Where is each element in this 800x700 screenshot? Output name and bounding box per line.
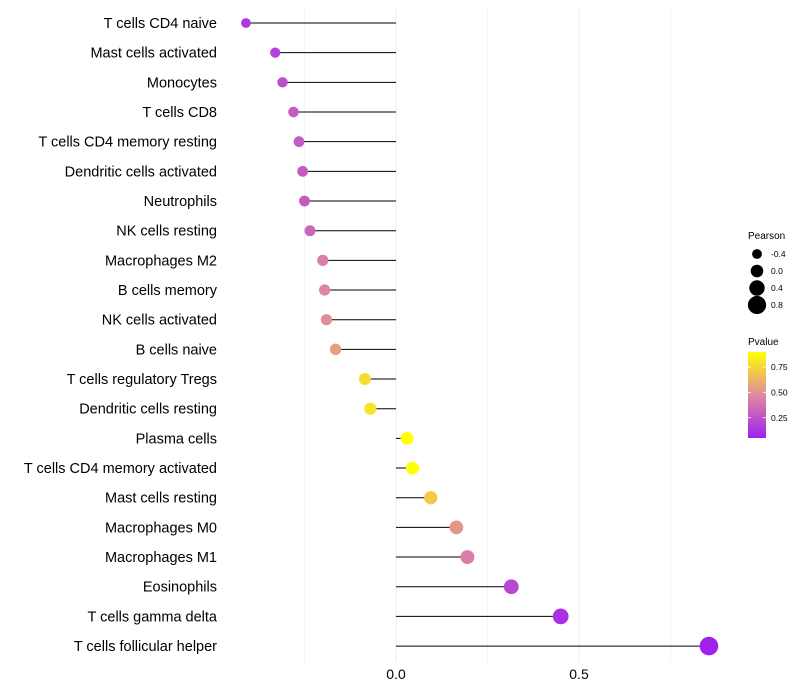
color-legend-title: Pvalue [748,337,779,348]
x-axis-ticks: 0.0 0.5 [386,666,589,682]
size-legend-label: 0.4 [771,283,783,293]
x-tick-label: 0.0 [386,666,406,682]
stem-layer [245,22,709,647]
category-label: Macrophages M0 [105,520,217,536]
category-labels: T cells CD4 naive Mast cells activated Mon… [24,16,218,655]
data-point [270,47,281,58]
category-label: T cells follicular helper [74,639,217,655]
data-point [358,373,371,386]
category-label: T cells CD4 naive [104,16,217,32]
data-point [400,431,414,445]
color-legend-label: 0.75 [771,362,788,372]
size-legend-key [749,280,765,296]
category-label: T cells CD4 memory resting [38,135,217,151]
color-legend-bar [748,352,766,438]
data-point [320,314,333,326]
category-label: NK cells activated [102,313,217,329]
data-point [699,636,719,656]
color-legend: 0.75 0.50 0.25 [748,362,788,423]
x-tick-label: 0.5 [569,666,589,682]
category-label: Dendritic cells resting [79,402,217,418]
data-point [299,195,310,207]
size-legend-label: 0.8 [771,300,783,310]
category-label: NK cells resting [116,224,217,240]
data-point [449,520,464,535]
category-label: T cells CD4 memory activated [24,461,217,477]
size-legend-key [747,295,767,315]
category-label: T cells CD8 [142,105,217,121]
point-layer [241,18,719,656]
size-legend-title: Pearson [748,231,785,242]
category-label: T cells regulatory Tregs [67,372,217,388]
data-point [552,608,569,625]
data-point [317,254,329,266]
category-label: B cells memory [118,283,218,299]
data-point [293,136,305,148]
category-label: Dendritic cells activated [65,164,217,180]
legend: Pearson -0.4 0.0 0.4 0.8 Pvalue 0.75 0.50 0.2… [747,231,788,438]
size-legend-key [750,264,764,278]
data-point [406,461,419,475]
size-legend-label: -0.4 [771,249,786,259]
data-point [241,18,251,28]
data-point [288,106,299,118]
data-point [277,77,288,88]
color-legend-label: 0.50 [771,387,788,397]
data-point [460,550,475,565]
color-legend-label: 0.25 [771,413,788,423]
data-point [297,165,309,177]
size-legend: -0.4 0.0 0.4 0.8 [747,249,786,315]
data-point [364,402,377,415]
category-label: Mast cells resting [105,491,217,507]
category-label: Neutrophils [144,194,217,210]
category-label: Eosinophils [143,580,217,596]
data-point [304,225,316,237]
category-label: Mast cells activated [90,46,217,62]
category-label: Macrophages M1 [105,550,217,566]
category-label: B cells naive [136,342,217,358]
category-label: Macrophages M2 [105,253,217,269]
grid-layer [304,8,671,662]
data-point [329,343,342,356]
category-label: Monocytes [147,75,217,91]
size-legend-label: 0.0 [771,266,783,276]
data-point [503,579,519,595]
category-label: Plasma cells [136,431,217,447]
size-legend-key [752,249,762,259]
data-point [424,491,438,505]
category-label: T cells gamma delta [88,609,218,625]
data-point [319,284,331,296]
